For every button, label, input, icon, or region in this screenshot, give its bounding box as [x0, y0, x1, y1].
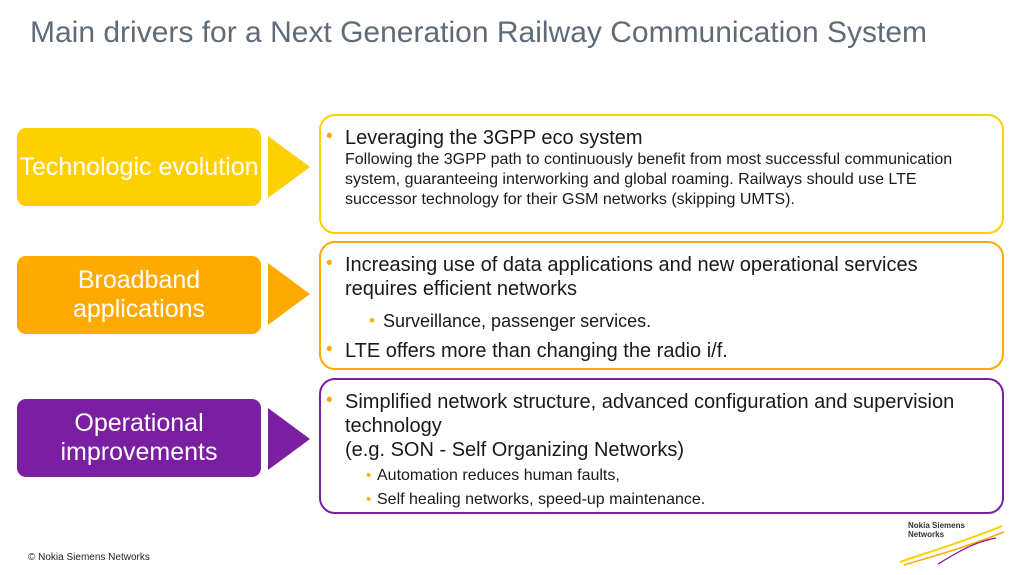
bullet-item: • LTE offers more than changing the radi… — [326, 339, 990, 363]
sub-bullet-text: Surveillance, passenger services. — [383, 311, 652, 331]
bullet-text: Leveraging the 3GPP eco system — [345, 127, 643, 149]
bullet-text-example: (e.g. SON - Self Organizing Networks) — [345, 439, 684, 461]
logo-text: Nokia Siemens Networks — [908, 521, 965, 539]
bullet-icon: • — [326, 126, 333, 147]
sub-bullet-item: • Self healing networks, speed-up mainte… — [366, 488, 990, 512]
bullet-item: • Increasing use of data applications an… — [326, 253, 990, 301]
arrow-right-icon — [268, 263, 310, 325]
bullet-description: Following the 3GPP path to continuously … — [345, 151, 953, 208]
bullet-item: • Leveraging the 3GPP eco system Followi… — [326, 126, 990, 210]
bullet-item: • Simplified network structure, advanced… — [326, 390, 990, 462]
bullet-icon: • — [366, 467, 372, 484]
bullet-text: LTE offers more than changing the radio … — [345, 340, 728, 362]
sub-bullet-text: Self healing networks, speed-up maintena… — [377, 491, 706, 508]
pill-broadband-applications: Broadband applications — [17, 256, 261, 334]
pill-operational-improvements: Operational improvements — [17, 399, 261, 477]
logo-text-line: Nokia Siemens — [908, 521, 965, 530]
page-title: Main drivers for a Next Generation Railw… — [30, 16, 927, 49]
pill-label: Broadband applications — [72, 266, 206, 323]
pill-technologic-evolution: Technologic evolution — [17, 128, 261, 206]
sub-bullet-text: Automation reduces human faults, — [377, 467, 620, 484]
bullet-icon: • — [326, 253, 333, 274]
bullet-text: Simplified network structure, advanced c… — [345, 391, 955, 437]
bullet-icon: • — [369, 311, 375, 330]
bullet-icon: • — [326, 390, 333, 411]
logo-text-line: Networks — [908, 530, 945, 539]
sub-bullet-item: • Automation reduces human faults, — [366, 464, 990, 488]
sub-bullet-item: • Surveillance, passenger services. — [369, 309, 990, 333]
pill-label: Operational improvements — [60, 409, 218, 466]
logo-swoosh-icon — [899, 525, 1005, 566]
pill-label: Technologic evolution — [19, 152, 259, 181]
bullet-icon: • — [326, 339, 333, 360]
card-broadband-applications: • Increasing use of data applications an… — [319, 241, 1004, 370]
arrow-right-icon — [268, 408, 310, 470]
card-operational-improvements: • Simplified network structure, advanced… — [319, 378, 1004, 514]
bullet-text: Increasing use of data applications and … — [345, 254, 918, 300]
nokia-siemens-logo: Nokia Siemens Networks — [898, 518, 1006, 566]
card-technologic-evolution: • Leveraging the 3GPP eco system Followi… — [319, 114, 1004, 234]
arrow-right-icon — [268, 136, 310, 198]
copyright-text: © Nokia Siemens Networks — [28, 552, 150, 563]
bullet-icon: • — [366, 491, 372, 508]
